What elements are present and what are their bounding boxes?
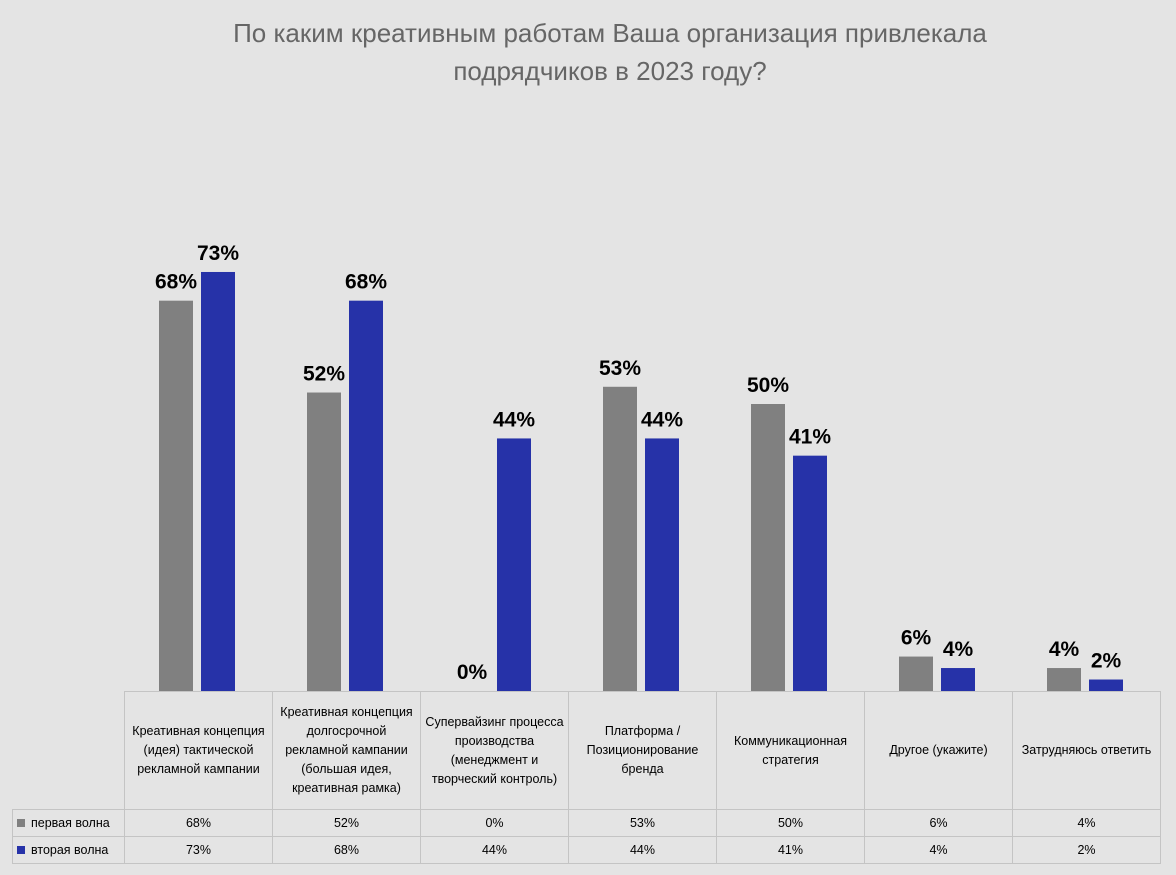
category-label: Супервайзинг процесса производства (мене… xyxy=(420,691,569,810)
value-label: 44% xyxy=(493,408,535,431)
value-label: 44% xyxy=(641,408,683,431)
bar xyxy=(793,455,827,691)
table-value: 41% xyxy=(716,836,865,864)
chart-title: По каким креативным работам Ваша организ… xyxy=(233,18,987,86)
legend-label: вторая волна xyxy=(31,843,109,857)
bar xyxy=(603,386,637,691)
table-row: вторая волна 73% 68% 44% 44% 41% 4% 2% xyxy=(12,836,1161,864)
value-label: 73% xyxy=(197,242,239,265)
legend-label: первая волна xyxy=(31,816,110,830)
category-label: Креативная концепция долгосрочной реклам… xyxy=(272,691,421,810)
legend-swatch xyxy=(17,819,25,827)
bar xyxy=(751,404,785,691)
bar xyxy=(349,300,383,691)
table-value: 0% xyxy=(420,809,569,837)
table-value: 53% xyxy=(568,809,717,837)
value-label: 53% xyxy=(599,357,641,380)
value-label: 4% xyxy=(943,638,974,661)
category-label: Креативная концепция (идея) тактической … xyxy=(124,691,273,810)
table-value: 68% xyxy=(124,809,273,837)
bar xyxy=(201,271,235,691)
table-value: 4% xyxy=(1012,809,1161,837)
value-label: 4% xyxy=(1049,638,1080,661)
bar xyxy=(497,438,531,691)
table-value: 6% xyxy=(864,809,1013,837)
table-value: 68% xyxy=(272,836,421,864)
value-label: 68% xyxy=(345,271,387,294)
legend-swatch xyxy=(17,846,25,854)
value-label: 6% xyxy=(901,627,932,650)
bar xyxy=(1089,679,1123,691)
value-label: 68% xyxy=(155,271,197,294)
table-row: первая волна 68% 52% 0% 53% 50% 6% 4% xyxy=(12,809,1161,837)
table-value: 2% xyxy=(1012,836,1161,864)
table-value: 44% xyxy=(420,836,569,864)
bar xyxy=(307,392,341,691)
category-label: Коммуникационная стратегия xyxy=(716,691,865,810)
category-label: Затрудняюсь ответить xyxy=(1012,691,1161,810)
bar xyxy=(899,656,933,691)
table-row: Креативная концепция (идея) тактической … xyxy=(13,691,1161,810)
value-label: 41% xyxy=(789,426,831,449)
value-label: 50% xyxy=(747,374,789,397)
table-corner xyxy=(13,692,125,810)
table-value: 52% xyxy=(272,809,421,837)
legend-cell: первая волна xyxy=(12,809,125,837)
bar xyxy=(159,300,193,691)
table-value: 44% xyxy=(568,836,717,864)
bar xyxy=(941,668,975,691)
value-label: 0% xyxy=(457,661,488,684)
value-label: 2% xyxy=(1091,650,1122,673)
table-value: 4% xyxy=(864,836,1013,864)
data-table: Креативная концепция (идея) тактической … xyxy=(12,691,1161,864)
bar xyxy=(645,438,679,691)
value-label: 52% xyxy=(303,363,345,386)
table-value: 50% xyxy=(716,809,865,837)
category-label: Платформа / Позиционирование бренда xyxy=(568,691,717,810)
legend-cell: вторая волна xyxy=(12,836,125,864)
table-value: 73% xyxy=(124,836,273,864)
category-label: Другое (укажите) xyxy=(864,691,1013,810)
bar xyxy=(1047,668,1081,691)
chart: 68%52%0%53%50%6% 4%73%68%44% 44%41%4% 2% xyxy=(155,242,1123,691)
